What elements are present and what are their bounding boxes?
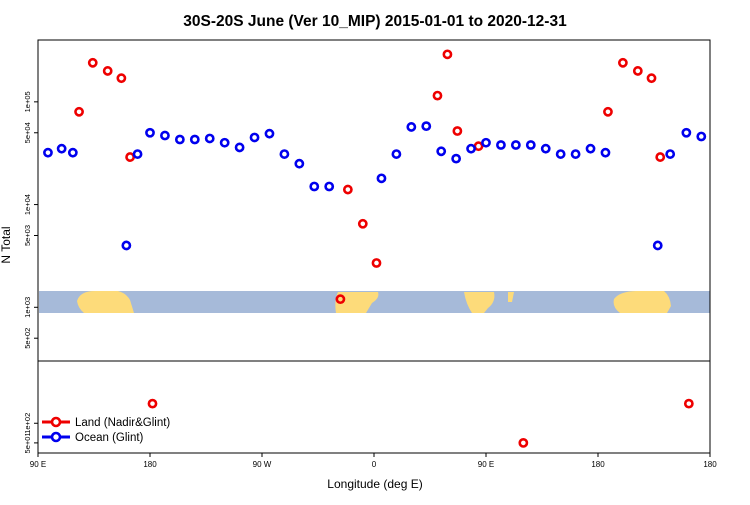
ocean-point bbox=[160, 130, 170, 141]
y-upper-tick-label: 5e+04 bbox=[23, 122, 32, 143]
land-point bbox=[371, 258, 382, 268]
y-upper-tick-label: 5e+03 bbox=[23, 225, 32, 246]
y-axis-label: N Total bbox=[0, 226, 13, 263]
land-point bbox=[125, 152, 135, 162]
land-point bbox=[116, 73, 127, 84]
y-upper-tick-label: 1e+03 bbox=[23, 297, 32, 318]
ocean-point bbox=[510, 140, 521, 150]
ocean-point bbox=[234, 142, 245, 153]
ocean-point bbox=[681, 127, 692, 138]
land-point bbox=[432, 90, 443, 101]
land-point bbox=[632, 66, 643, 76]
y-lower-tick-label: 1e+02 bbox=[23, 413, 32, 434]
ocean-point bbox=[481, 137, 491, 148]
ocean-point bbox=[600, 147, 611, 158]
land-point bbox=[473, 141, 484, 152]
y-upper-tick-label: 5e+02 bbox=[23, 328, 32, 349]
ocean-point bbox=[324, 181, 335, 192]
y-axis-upper: 5e+02 1e+03 5e+03 1e+04 5e+04 1e+05 bbox=[23, 91, 38, 349]
ocean-point bbox=[132, 149, 143, 159]
ocean-point bbox=[555, 149, 566, 159]
land-point bbox=[452, 126, 463, 136]
ocean-point bbox=[43, 147, 53, 158]
land-point bbox=[74, 106, 84, 117]
land-madagascar bbox=[508, 292, 514, 302]
land-point bbox=[655, 152, 666, 162]
ocean-point bbox=[249, 132, 260, 143]
x-tick-label: 90 E bbox=[478, 460, 494, 469]
x-tick-label: 90 W bbox=[253, 460, 272, 469]
ocean-point bbox=[696, 131, 707, 142]
ocean-point bbox=[585, 143, 596, 154]
legend: Land (Nadir&Glint) Ocean (Glint) bbox=[42, 416, 170, 444]
ocean-point bbox=[391, 149, 402, 159]
ocean-point bbox=[121, 240, 132, 251]
ocean-point bbox=[294, 158, 305, 169]
land-point-lower bbox=[518, 437, 529, 448]
legend-marker-land bbox=[50, 416, 62, 428]
ocean-point bbox=[279, 149, 290, 159]
land-point bbox=[335, 294, 346, 305]
land-point bbox=[646, 73, 657, 84]
land-point bbox=[102, 66, 113, 76]
ocean-band bbox=[39, 291, 710, 313]
x-tick-label: 180 bbox=[591, 460, 605, 469]
land-south-america bbox=[335, 292, 379, 313]
land-point bbox=[357, 218, 368, 229]
y-upper-tick-label: 1e+05 bbox=[23, 91, 32, 112]
ocean-point bbox=[219, 137, 230, 148]
land-point bbox=[603, 106, 613, 117]
ocean-point bbox=[174, 134, 185, 145]
land-africa bbox=[464, 292, 495, 313]
x-axis: 90 E 180 90 W 0 90 E 180 180 bbox=[30, 453, 717, 469]
y-upper-tick-label: 1e+04 bbox=[23, 194, 32, 215]
ocean-point bbox=[540, 143, 551, 154]
legend-marker-ocean bbox=[50, 431, 62, 443]
land-point bbox=[442, 49, 453, 60]
y-lower-tick-label: 5e+01 bbox=[23, 432, 32, 453]
ocean-point bbox=[652, 240, 663, 251]
data-points bbox=[43, 49, 707, 448]
ocean-point bbox=[525, 140, 536, 150]
ocean-point bbox=[665, 149, 676, 159]
x-tick-label: 0 bbox=[372, 460, 377, 469]
land-point bbox=[617, 57, 628, 68]
x-tick-label: 180 bbox=[703, 460, 717, 469]
ocean-point bbox=[406, 122, 417, 132]
land-point-lower bbox=[683, 398, 694, 409]
ocean-point bbox=[309, 181, 320, 192]
ocean-point bbox=[264, 128, 275, 139]
ocean-point bbox=[421, 121, 432, 132]
land-point-lower bbox=[147, 398, 158, 409]
ocean-point bbox=[376, 173, 387, 184]
ocean-point bbox=[204, 133, 215, 144]
ocean-point bbox=[56, 143, 67, 154]
legend-label-ocean: Ocean (Glint) bbox=[75, 432, 144, 444]
ocean-point bbox=[451, 153, 462, 164]
land-point bbox=[342, 184, 353, 195]
land-ocean-strip bbox=[39, 291, 710, 313]
ocean-point bbox=[189, 134, 200, 145]
land-australia-repeat bbox=[613, 291, 671, 313]
ocean-point bbox=[67, 147, 78, 158]
x-tick-label: 90 E bbox=[30, 460, 46, 469]
land-australia bbox=[77, 291, 134, 313]
ocean-point bbox=[436, 146, 447, 157]
x-tick-label: 180 bbox=[143, 460, 157, 469]
x-axis-label: Longitude (deg E) bbox=[327, 477, 422, 491]
chart-title: 30S-20S June (Ver 10_MIP) 2015-01-01 to … bbox=[183, 13, 567, 30]
ocean-point bbox=[145, 127, 155, 138]
land-point bbox=[87, 57, 98, 68]
ocean-point bbox=[466, 143, 476, 154]
ocean-point bbox=[496, 140, 506, 150]
ocean-point bbox=[570, 149, 581, 159]
legend-label-land: Land (Nadir&Glint) bbox=[75, 417, 170, 429]
